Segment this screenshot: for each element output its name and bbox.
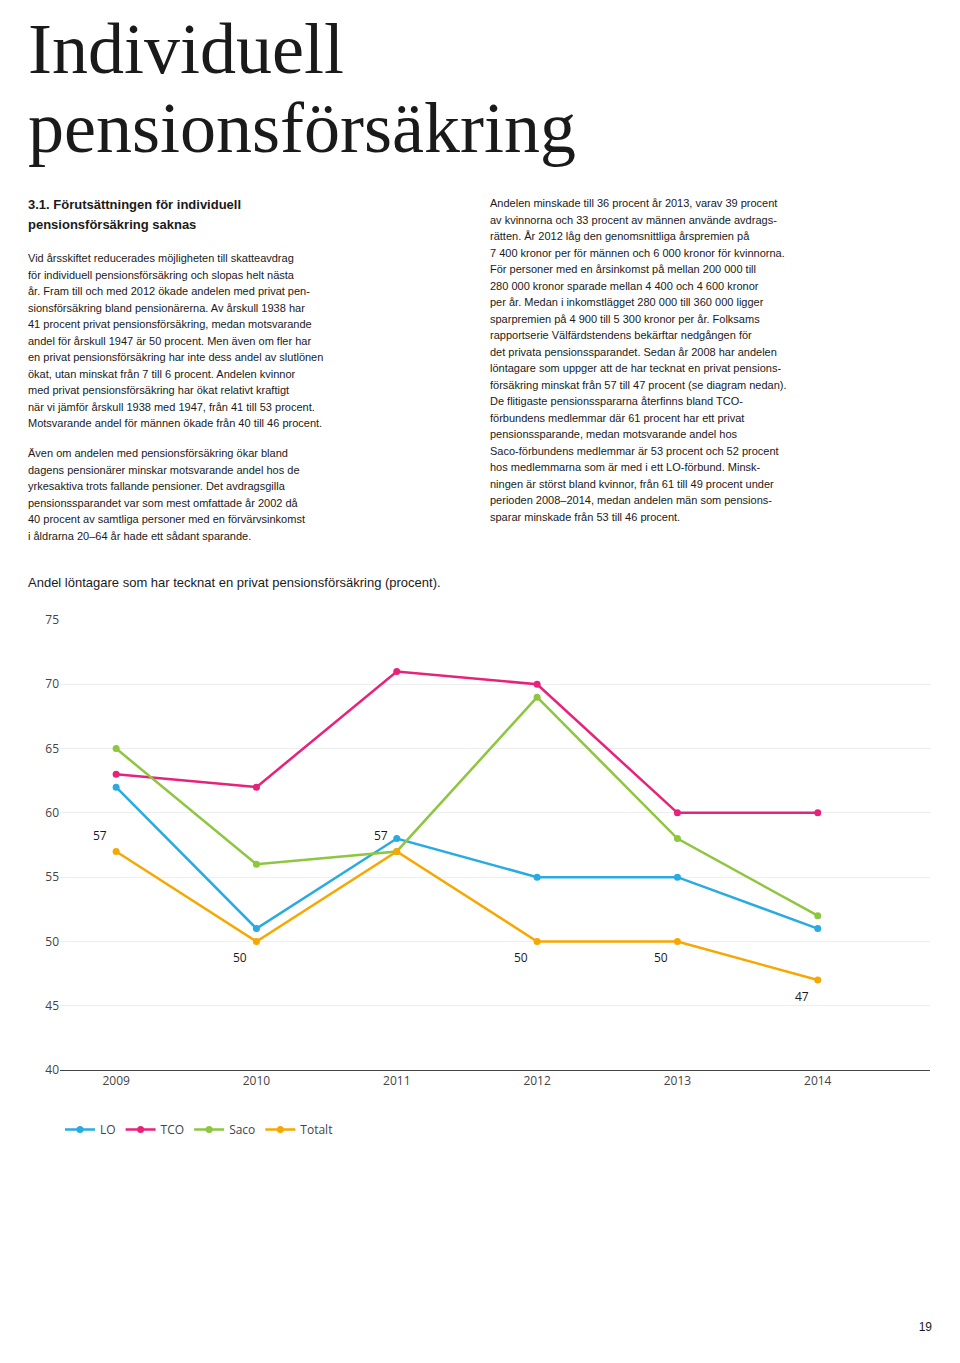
svg-text:LO: LO bbox=[100, 1121, 116, 1138]
svg-text:57: 57 bbox=[93, 827, 107, 844]
svg-text:2011: 2011 bbox=[383, 1072, 410, 1089]
svg-text:2010: 2010 bbox=[243, 1072, 271, 1089]
svg-text:47: 47 bbox=[795, 988, 809, 1005]
svg-text:70: 70 bbox=[45, 675, 59, 692]
svg-text:55: 55 bbox=[45, 868, 59, 885]
svg-text:2009: 2009 bbox=[102, 1072, 130, 1089]
svg-text:Saco: Saco bbox=[229, 1121, 255, 1138]
svg-text:TCO: TCO bbox=[161, 1121, 185, 1138]
svg-text:50: 50 bbox=[233, 949, 247, 966]
html-text:Vid årsskiftet reducerades möj: Vid årsskiftet reducerades möjligheten t… bbox=[28, 252, 324, 429]
svg-text:Totalt: Totalt bbox=[300, 1121, 332, 1138]
svg-text:50: 50 bbox=[654, 949, 668, 966]
html-text:3.1. Förutsättningen för indiv: 3.1. Förutsättningen för individuell pen… bbox=[28, 197, 242, 232]
svg-text:50: 50 bbox=[45, 933, 59, 950]
svg-text:65: 65 bbox=[45, 740, 59, 757]
svg-text:45: 45 bbox=[45, 997, 59, 1014]
svg-text:57: 57 bbox=[374, 827, 388, 844]
html-text:Även om andelen med pensionsfö: Även om andelen med pensionsförsäkring ö… bbox=[28, 447, 305, 542]
svg-text:50: 50 bbox=[514, 949, 528, 966]
html-text:Andel löntagare som har teckna: Andel löntagare som har tecknat en priva… bbox=[28, 575, 441, 590]
svg-text:75: 75 bbox=[45, 611, 59, 628]
html-text:Andelen minskade till 36 proce: Andelen minskade till 36 procent år 2013… bbox=[490, 197, 787, 523]
svg-text:60: 60 bbox=[45, 804, 59, 821]
svg-text:2012: 2012 bbox=[523, 1072, 551, 1089]
html-text:19: 19 bbox=[918, 1320, 932, 1334]
svg-text:40: 40 bbox=[45, 1061, 59, 1078]
svg-text:2013: 2013 bbox=[664, 1072, 692, 1089]
html-text:Individuell: Individuell bbox=[28, 9, 344, 89]
html-text:pensionsförsäkring: pensionsförsäkring bbox=[28, 88, 576, 169]
svg-text:2014: 2014 bbox=[804, 1072, 832, 1089]
